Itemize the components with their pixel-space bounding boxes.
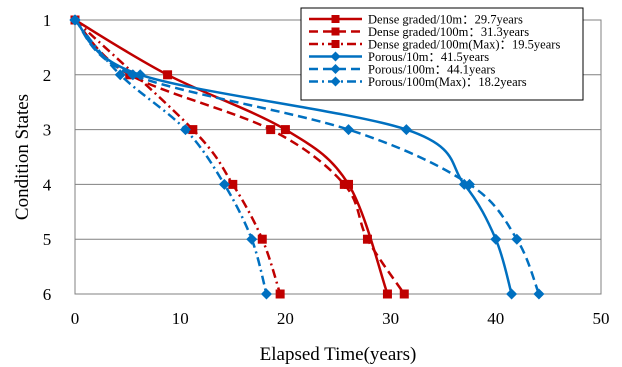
data-point <box>179 124 191 136</box>
legend-swatch-marker <box>330 64 341 74</box>
data-point <box>399 289 409 299</box>
data-point <box>343 124 355 136</box>
data-point <box>280 125 290 135</box>
legend-swatch-marker <box>330 76 341 87</box>
legend-swatch-marker <box>331 27 340 36</box>
data-point <box>163 70 173 80</box>
y-tick-label: 6 <box>43 285 52 304</box>
data-point <box>339 179 349 189</box>
x-tick-label: 0 <box>71 309 80 328</box>
data-point <box>127 69 139 81</box>
legend-swatch-marker <box>330 51 341 62</box>
data-point <box>275 289 285 299</box>
legend-swatch-marker <box>331 40 340 48</box>
data-point <box>260 288 272 300</box>
y-tick-label: 5 <box>43 230 52 249</box>
x-tick-labels: 0 10 20 30 40 50 <box>71 309 610 328</box>
series-6 <box>69 14 272 300</box>
data-point <box>533 288 545 300</box>
x-tick-label: 10 <box>172 309 189 328</box>
data-point <box>69 14 81 26</box>
legend-label: Porous/10m：41.5years <box>368 50 489 64</box>
series-line <box>74 19 282 295</box>
y-tick-labels: 1 2 3 4 5 6 <box>43 11 52 304</box>
x-tick-label: 40 <box>487 309 504 328</box>
data-point <box>511 233 523 245</box>
legend-label: Dense graded/100m(Max)：19.5years <box>368 38 560 52</box>
data-point <box>362 234 372 244</box>
x-tick-label: 20 <box>277 309 294 328</box>
x-axis-title: Elapsed Time(years) <box>260 344 417 365</box>
x-tick-label: 30 <box>382 309 399 328</box>
data-point <box>400 124 412 136</box>
data-point <box>382 289 392 299</box>
y-tick-label: 1 <box>43 11 52 30</box>
y-tick-label: 3 <box>43 121 52 140</box>
y-tick-label: 4 <box>43 175 52 194</box>
data-point <box>257 234 267 244</box>
data-point <box>506 288 518 300</box>
legend-label: Porous/100m(Max)：18.2years <box>368 75 527 89</box>
legend-label: Porous/100m：44.1years <box>368 63 496 77</box>
data-point <box>246 233 258 245</box>
legend-label: Dense graded/100m：31.3years <box>368 25 529 39</box>
legend-box <box>300 7 584 101</box>
data-point <box>490 233 502 245</box>
data-point <box>464 178 475 190</box>
legend-swatch-marker <box>331 15 340 23</box>
y-tick-label: 2 <box>43 66 52 85</box>
data-point <box>228 179 238 189</box>
data-point <box>188 125 198 135</box>
data-point <box>266 125 276 135</box>
series-layer <box>69 14 545 300</box>
series-line <box>74 19 268 295</box>
x-tick-label: 50 <box>593 309 610 328</box>
legend-label: Dense graded/10m：29.7years <box>368 13 523 27</box>
y-axis-title: Condition States <box>12 94 33 220</box>
data-point <box>218 178 230 190</box>
data-point <box>114 69 126 81</box>
